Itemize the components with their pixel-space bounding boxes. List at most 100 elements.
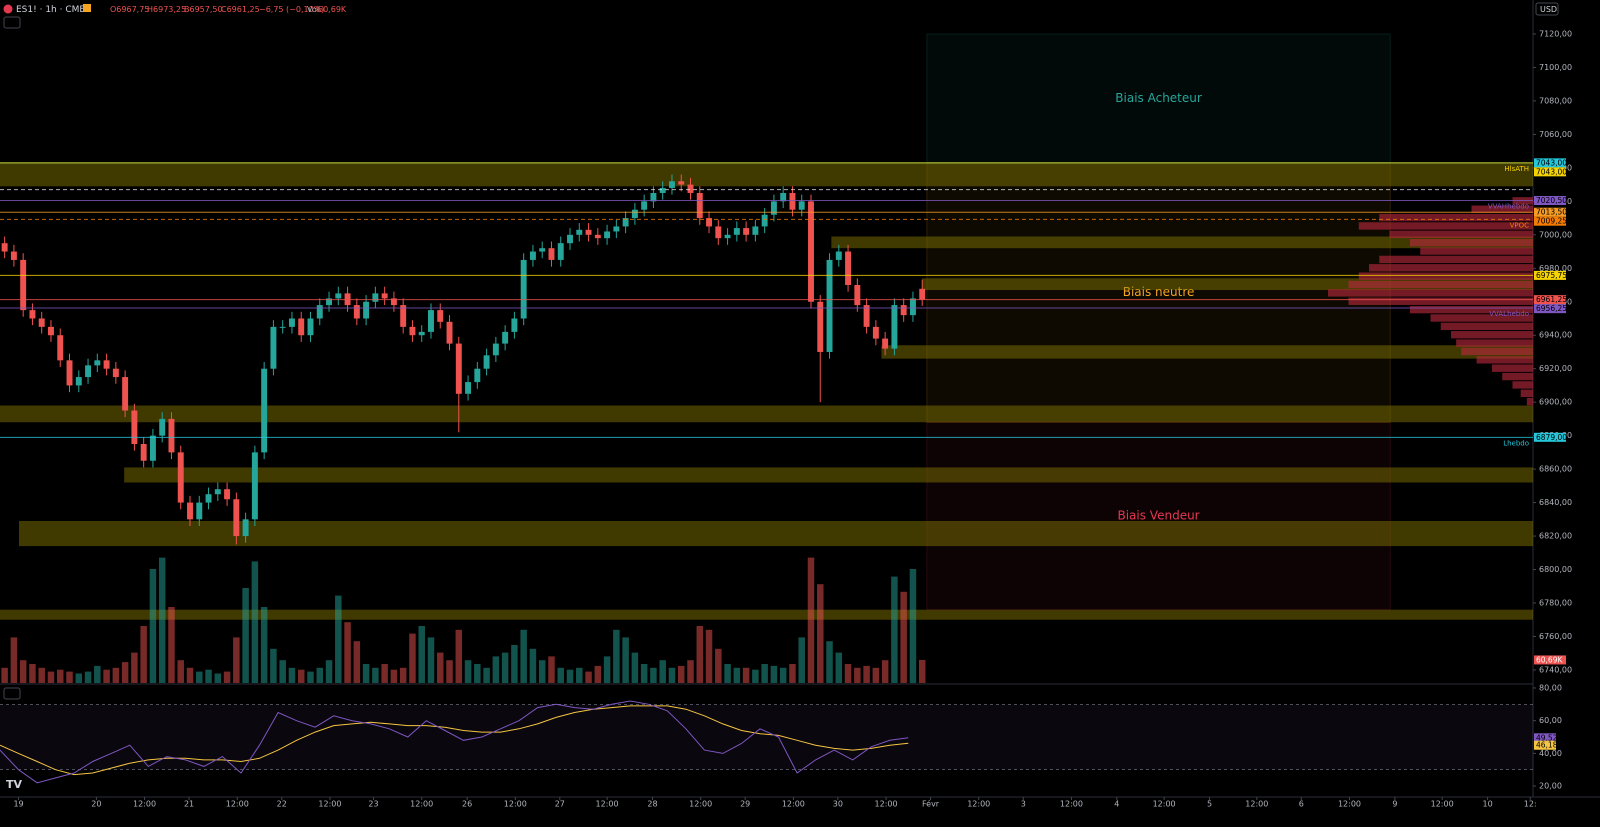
x-tick-label: 12:00	[226, 800, 249, 809]
x-tick-label: 9	[1392, 800, 1397, 809]
volume-bar	[854, 667, 861, 683]
ohlc-close: C6961,25	[221, 5, 260, 14]
volume-bar	[177, 660, 184, 683]
x-tick-label: 5	[1207, 800, 1212, 809]
candle-body	[335, 293, 342, 299]
candle-body	[733, 228, 740, 235]
candle-body	[168, 418, 175, 453]
y-tick-label: 6780,00	[1539, 599, 1572, 608]
candle-body	[492, 343, 499, 356]
volume-bar	[705, 629, 713, 683]
x-tick-label: 19	[13, 800, 23, 809]
y-tick-label: 6800,00	[1539, 565, 1572, 574]
volume-bar	[483, 667, 490, 683]
x-tick-label: 26	[462, 800, 472, 809]
price-tag	[1534, 207, 1566, 217]
currency: USD	[1540, 5, 1557, 14]
y-tick-label: 7120,00	[1539, 29, 1572, 38]
symbol-icon	[3, 4, 13, 14]
volume-bar	[872, 667, 880, 683]
collapse-button[interactable]	[3, 16, 21, 29]
volume-bar	[29, 664, 36, 683]
volume-bar	[260, 607, 268, 683]
candle-body	[817, 301, 824, 352]
price-zone	[19, 520, 1534, 547]
y-tick-label: 7060,00	[1539, 130, 1572, 139]
volume-bar	[158, 557, 166, 683]
candle-body	[845, 251, 852, 286]
candle-body	[261, 368, 268, 453]
volume-bar	[863, 665, 870, 683]
bias-zone	[926, 421, 1391, 611]
candle-body	[381, 293, 388, 299]
candle-body	[242, 519, 249, 537]
volume-bar	[576, 667, 583, 683]
profile-bar	[1348, 297, 1533, 305]
profile-bar	[1512, 381, 1533, 389]
bias-label: Biais Vendeur	[1117, 508, 1199, 522]
rsi-ma-line	[0, 705, 909, 776]
level-name: VVALhebdo	[1489, 310, 1529, 318]
x-tick-label: 12:	[1524, 800, 1537, 809]
volume-bar	[205, 669, 212, 683]
candle-body	[548, 248, 555, 260]
volume-bar	[353, 641, 361, 683]
volume-bar	[770, 665, 778, 683]
y-tick-label: 6840,00	[1539, 498, 1572, 507]
volume-bar	[668, 667, 676, 683]
candle-body	[20, 259, 27, 311]
candle-body	[891, 305, 898, 349]
volume-bar	[103, 669, 110, 683]
volume-bar	[427, 637, 435, 683]
candle-body	[483, 355, 490, 369]
price-tag	[1534, 216, 1566, 226]
candle-body	[539, 248, 546, 252]
candle-body	[696, 192, 703, 219]
price-zone	[922, 278, 1533, 291]
level-name: Lhebdo	[1503, 439, 1529, 447]
currency-box[interactable]	[1535, 2, 1559, 16]
rsi-tag	[1534, 740, 1556, 750]
candle-body	[826, 259, 833, 352]
volume-bar	[10, 637, 18, 683]
volume-bar	[38, 667, 45, 683]
volume-bar	[390, 669, 398, 683]
candle-body	[85, 365, 92, 378]
volume-bar	[186, 667, 194, 683]
candle-body	[48, 326, 54, 336]
candle-body	[863, 305, 870, 327]
volume-bar	[585, 671, 592, 683]
volume-bar	[94, 665, 101, 683]
y-tick-label: 7100,00	[1539, 63, 1572, 72]
collapse-button[interactable]	[3, 687, 21, 700]
candle-body	[724, 234, 731, 239]
volume-bar	[594, 665, 602, 683]
candle-body	[10, 251, 17, 260]
candle-body	[872, 326, 879, 339]
rsi-line	[0, 700, 909, 784]
candle-body	[66, 360, 73, 386]
volume-bar	[817, 584, 824, 683]
y-tick-label: 6860,00	[1539, 465, 1572, 474]
volume-bar	[501, 652, 509, 683]
x-tick-label: 10	[1482, 800, 1492, 809]
candle-body	[641, 201, 648, 210]
volume-bar	[631, 652, 639, 683]
ohlc-low: B6957,50	[184, 5, 223, 14]
volume-bar	[409, 633, 416, 683]
volume-bar	[233, 637, 240, 683]
volume-bar	[715, 648, 722, 683]
candle-body	[474, 368, 481, 383]
volume-bar	[446, 660, 453, 683]
candle-body	[650, 192, 657, 202]
x-tick-label: 12:00	[596, 800, 619, 809]
candle-body	[122, 377, 129, 411]
volume-bar	[112, 667, 120, 683]
profile-bar	[1328, 289, 1533, 297]
volume-bar	[57, 669, 64, 683]
volume-bar	[270, 648, 277, 683]
profile-bar	[1461, 347, 1533, 356]
candle-body	[353, 305, 360, 319]
price-tag-label: 6956,25	[1536, 304, 1567, 313]
ohlc-high: H6973,25	[147, 5, 186, 14]
